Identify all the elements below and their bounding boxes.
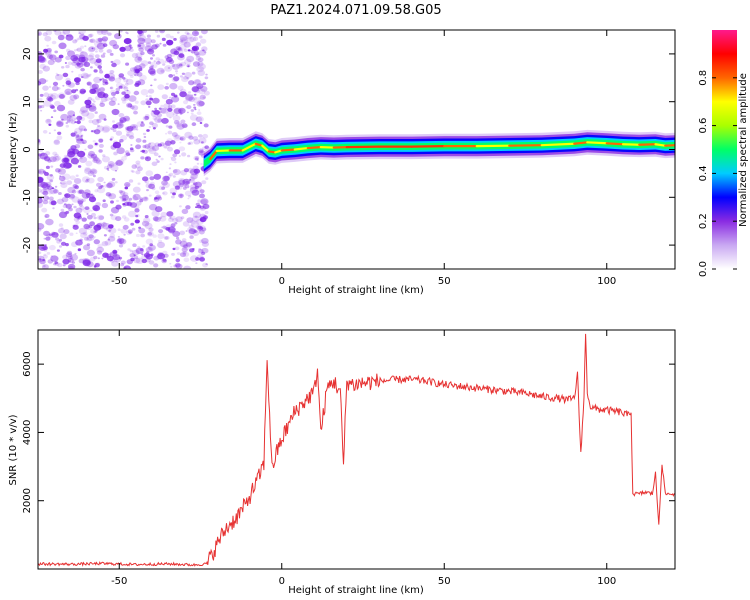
spectrogram-y-tick-label: 0 [22,146,33,152]
colorbar: 0.0 0.2 0.4 0.6 0.8 Normalized spectral ampl… [698,30,749,277]
colorbar-tick-label: 0.2 [698,213,709,229]
spectrogram-plot-area [38,30,675,269]
spectrogram-y-tick-label: -20 [22,237,33,253]
colorbar-gradient [712,30,737,269]
snr-y-tick-label: 4000 [22,420,33,445]
colorbar-ticks: 0.0 0.2 0.4 0.6 0.8 [698,70,737,277]
spectrogram-x-tick-label: -50 [111,276,127,287]
colorbar-tick-label: 0.4 [698,165,709,181]
snr-x-axis-label: Height of straight line (km) [288,585,424,596]
spectral-ridge [203,129,675,177]
colorbar-tick-label: 0.6 [698,118,709,134]
spectrogram-ticks: -50 0 50 100 -20 -10 0 10 20 [22,30,675,287]
chart-title: PAZ1.2024.071.09.58.G05 [270,3,441,18]
snr-x-tick-label: 100 [597,576,616,587]
spectrogram-x-axis-label: Height of straight line (km) [288,285,424,296]
spectrogram-y-axis-label: Frequency (Hz) [8,112,19,188]
colorbar-tick-label: 0.8 [698,70,709,86]
snr-x-tick-label: -50 [111,576,127,587]
spectrogram-y-tick-label: -10 [22,189,33,205]
spectrogram-y-tick-label: 20 [22,48,33,61]
ridge-core [209,141,675,161]
snr-x-tick-label: 0 [279,576,285,587]
snr-panel: -50 0 50 100 2000 4000 6000 Height of straight… [8,329,676,596]
noise-speckle [38,30,210,269]
snr-x-tick-label: 50 [438,576,451,587]
snr-y-tick-label: 6000 [22,351,33,376]
spectrogram-panel: -50 0 50 100 -20 -10 0 10 20 Height of straight … [8,29,676,296]
spectrogram-y-tick-label: 10 [22,95,33,108]
spectrogram-x-tick-label: 100 [597,276,616,287]
colorbar-tick-label: 0.0 [698,261,709,277]
snr-y-tick-label: 2000 [22,488,33,513]
snr-ticks: -50 0 50 100 2000 4000 6000 [22,330,675,587]
snr-frame [37,329,676,570]
snr-y-axis-label: SNR (10 * v/v) [8,414,19,485]
spectrogram-x-tick-label: 0 [279,276,285,287]
snr-series-line [38,333,675,567]
spectrogram-x-tick-label: 50 [438,276,451,287]
colorbar-label: Normalized spectral amplitude [738,73,749,227]
snr-plot-area [38,333,675,567]
